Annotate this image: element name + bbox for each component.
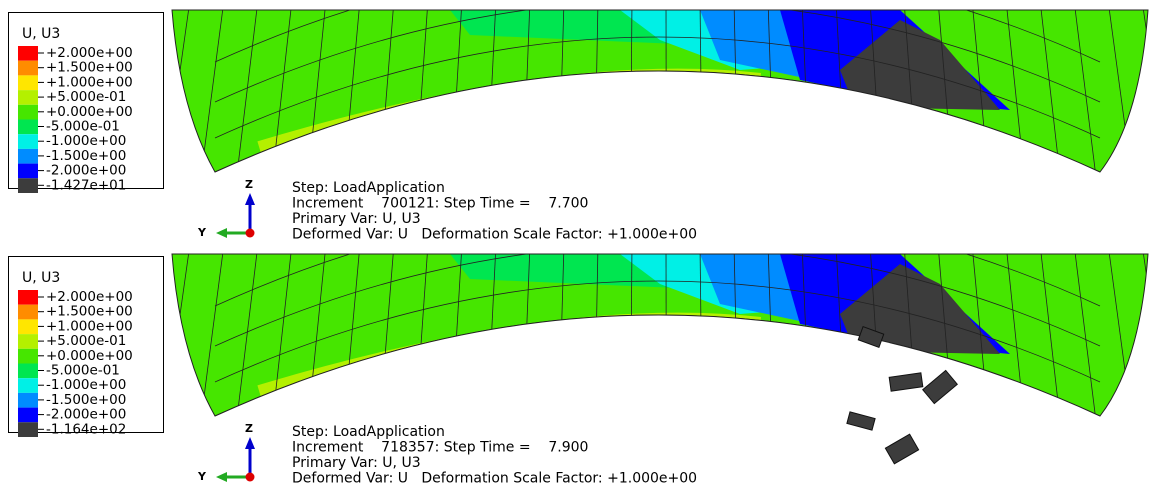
status-line: Primary Var: U, U3 xyxy=(292,455,421,471)
legend-label: -2.000e+00 xyxy=(46,407,126,423)
legend-label: +1.500e+00 xyxy=(46,60,133,76)
legend-swatch xyxy=(18,148,38,164)
mesh-line xyxy=(214,10,1101,63)
mesh-line xyxy=(214,10,1101,103)
legend-label: -1.164e+02 xyxy=(46,421,126,437)
triad-y: Y xyxy=(197,226,207,239)
legend-label: -1.427e+01 xyxy=(46,177,126,193)
axis-z-head xyxy=(245,193,255,205)
mesh-line xyxy=(214,36,1101,139)
legend-label: +0.000e+00 xyxy=(46,104,133,120)
legend-swatch xyxy=(18,334,38,349)
legend-swatch xyxy=(18,46,38,61)
status-line: Deformed Var: U Deformation Scale Factor… xyxy=(292,227,697,243)
mesh-line xyxy=(214,254,1101,347)
status-line: Increment 700121: Step Time = 7.700 xyxy=(292,196,588,212)
legend-label: +5.000e-01 xyxy=(46,89,126,105)
axis-y-head xyxy=(216,228,227,238)
status-line: Increment 718357: Step Time = 7.900 xyxy=(292,440,588,456)
legend-swatch xyxy=(18,104,38,120)
axis-x xyxy=(245,228,255,238)
legend-label: +2.000e+00 xyxy=(46,289,133,305)
legend-swatch xyxy=(18,178,38,193)
damage xyxy=(840,20,1000,110)
status-line: Primary Var: U, U3 xyxy=(292,211,421,227)
legend-swatch xyxy=(18,90,38,105)
legend-swatch xyxy=(18,392,38,408)
mesh-line xyxy=(214,254,1101,307)
legend-swatch xyxy=(18,363,38,379)
legend-label: +5.000e-01 xyxy=(46,333,126,349)
mesh-line xyxy=(1073,254,1100,416)
legend-title: U, U3 xyxy=(22,270,60,286)
debris xyxy=(888,372,924,392)
axis-y-head xyxy=(216,472,227,482)
legend-label: +1.000e+00 xyxy=(46,318,133,334)
legend-title: U, U3 xyxy=(22,26,60,42)
legend-label: -2.000e+00 xyxy=(46,163,126,179)
legend-label: -1.500e+00 xyxy=(46,148,126,164)
legend-label: +1.000e+00 xyxy=(46,74,133,90)
triad-y: Y xyxy=(197,470,207,483)
mesh-line xyxy=(1073,10,1100,172)
mesh-line xyxy=(214,280,1101,383)
debris xyxy=(922,369,958,405)
status-line: Step: LoadApplication xyxy=(292,424,445,440)
legend-label: -1.000e+00 xyxy=(46,133,126,149)
legend-label: +0.000e+00 xyxy=(46,348,133,364)
debris xyxy=(857,326,885,348)
legend-swatch xyxy=(18,119,38,135)
status-line: Deformed Var: U Deformation Scale Factor… xyxy=(292,471,697,487)
triad-z: Z xyxy=(245,178,253,191)
legend-label: +1.500e+00 xyxy=(46,304,133,320)
mesh xyxy=(172,10,1148,172)
legend-swatch xyxy=(18,134,38,149)
legend-swatch xyxy=(18,348,38,364)
triad-z: Z xyxy=(245,422,253,435)
legend-swatch xyxy=(18,290,38,305)
legend-swatch xyxy=(18,407,38,423)
legend-label: -1.000e+00 xyxy=(46,377,126,393)
legend-label: -5.000e-01 xyxy=(46,363,120,379)
legend-label: +2.000e+00 xyxy=(46,45,133,61)
legend-label: -5.000e-01 xyxy=(46,119,120,135)
debris xyxy=(846,411,876,431)
damage xyxy=(840,264,1000,354)
legend-label: -1.500e+00 xyxy=(46,392,126,408)
legend-swatch xyxy=(18,75,38,91)
legend-swatch xyxy=(18,422,38,437)
legend-swatch xyxy=(18,378,38,393)
status-line: Step: LoadApplication xyxy=(292,180,445,196)
legend-swatch xyxy=(18,319,38,335)
beam-outline xyxy=(171,9,1149,173)
legend-swatch xyxy=(18,60,38,76)
debris xyxy=(884,433,920,465)
axis-z-head xyxy=(245,437,255,449)
axis-x xyxy=(245,472,255,482)
legend-swatch xyxy=(18,304,38,320)
legend-swatch xyxy=(18,163,38,179)
beam-outline xyxy=(171,253,1149,417)
